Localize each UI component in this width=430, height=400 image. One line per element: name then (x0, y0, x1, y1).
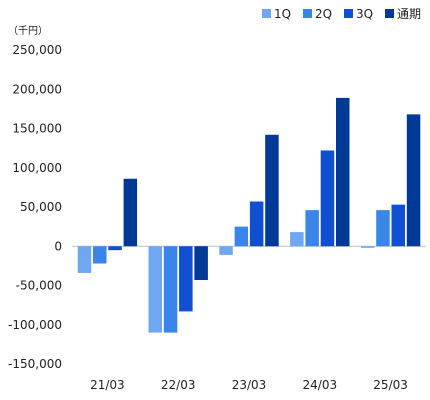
legend-label: 2Q (315, 7, 332, 21)
y-tick-label: 250,000 (12, 43, 62, 57)
x-axis: 21/03 22/03 23/03 24/03 25/03 (90, 378, 408, 392)
bar-23-03-1Q (219, 246, 233, 255)
bar-22-03-2Q (163, 246, 178, 333)
x-tick-label: 22/03 (161, 378, 196, 392)
bar-24-03-3Q (320, 150, 335, 247)
bar-25-03-通期 (406, 114, 421, 247)
x-tick-label: 24/03 (303, 378, 338, 392)
bar-24-03-1Q (290, 232, 304, 247)
legend-swatch (385, 9, 394, 18)
bar-23-03-2Q (234, 226, 249, 247)
y-tick-label: -50,000 (16, 279, 62, 293)
bar-23-03-3Q (249, 201, 264, 247)
legend-label: 1Q (274, 7, 291, 21)
y-tick-label: -100,000 (8, 318, 62, 332)
bar-24-03-2Q (305, 210, 319, 247)
bar-21-03-3Q (108, 246, 122, 251)
legend-swatch (344, 9, 353, 18)
x-tick-label: 23/03 (232, 378, 267, 392)
y-tick-label: 0 (54, 239, 62, 253)
bar-25-03-1Q (360, 246, 375, 248)
y-tick-label: 150,000 (12, 122, 62, 136)
bars (77, 97, 421, 333)
y-tick-label: 100,000 (12, 161, 62, 175)
y-tick-label: 50,000 (20, 200, 62, 214)
x-tick-label: 21/03 (90, 378, 125, 392)
bar-22-03-3Q (179, 246, 193, 312)
legend-swatch (262, 9, 271, 18)
y-tick-label: -150,000 (8, 357, 62, 371)
legend-label: 3Q (356, 7, 373, 21)
bar-21-03-2Q (93, 246, 107, 264)
bar-21-03-1Q (77, 246, 92, 273)
legend-label: 通期 (397, 7, 421, 21)
bar-25-03-3Q (391, 204, 405, 247)
legend: 1Q 2Q 3Q 通期 (262, 7, 421, 21)
bar-21-03-通期 (123, 178, 138, 247)
unit-label: （千円） (8, 25, 48, 37)
bar-22-03-1Q (148, 246, 162, 333)
bar-23-03-通期 (265, 134, 279, 247)
x-tick-label: 25/03 (373, 378, 408, 392)
legend-swatch (303, 9, 312, 18)
y-axis: -150,000 -100,000 -50,000 0 50,000 100,000 150… (8, 43, 426, 371)
bar-25-03-2Q (376, 210, 390, 247)
bar-22-03-通期 (194, 246, 208, 281)
bar-24-03-通期 (336, 97, 350, 247)
y-tick-label: 200,000 (12, 82, 62, 96)
